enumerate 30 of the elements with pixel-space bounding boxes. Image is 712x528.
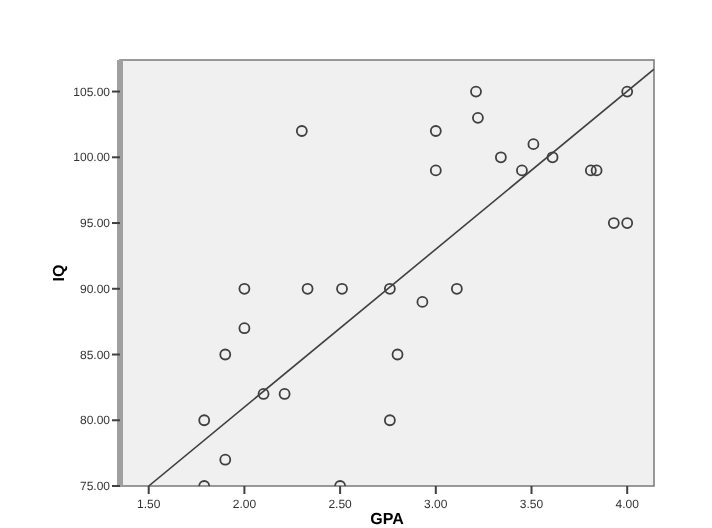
point xyxy=(383,282,396,295)
point xyxy=(391,348,404,361)
point xyxy=(383,414,396,427)
point xyxy=(607,217,620,229)
point xyxy=(278,388,291,400)
point xyxy=(450,282,463,295)
point xyxy=(238,282,251,295)
point xyxy=(621,85,634,98)
point xyxy=(472,111,484,124)
point xyxy=(621,217,634,229)
point xyxy=(429,125,442,137)
point xyxy=(584,164,597,177)
point xyxy=(546,151,559,164)
point xyxy=(219,453,232,466)
point xyxy=(257,388,270,400)
point xyxy=(590,164,603,177)
x-axis-title: GPA xyxy=(370,510,405,528)
point xyxy=(416,296,429,308)
point xyxy=(219,348,232,361)
y-axis-title: IQ xyxy=(50,264,68,282)
point xyxy=(429,164,442,177)
point xyxy=(336,282,348,295)
point xyxy=(516,164,528,177)
point xyxy=(198,414,211,427)
point xyxy=(301,282,314,295)
point xyxy=(295,125,308,137)
point xyxy=(470,85,482,98)
point xyxy=(527,138,540,151)
point xyxy=(494,151,507,164)
point xyxy=(238,322,251,335)
